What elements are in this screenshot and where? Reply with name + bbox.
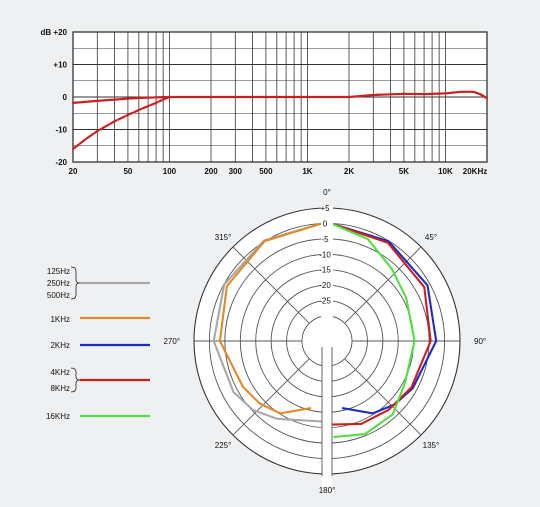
x-tick-label: 500: [259, 167, 273, 176]
y-tick-label: 0: [63, 93, 68, 102]
x-tick-label: 100: [163, 167, 177, 176]
polar-curve: [329, 222, 432, 426]
frequency-response-line: [71, 90, 489, 104]
y-tick-label: dB +20: [41, 28, 68, 37]
angle-label: 315°: [215, 233, 232, 242]
angle-label: 45°: [425, 233, 437, 242]
polar-spoke: [232, 358, 310, 436]
legend-label: 8KHz: [50, 384, 70, 393]
legend-brace: [70, 367, 81, 393]
angle-label: 225°: [215, 441, 232, 450]
x-tick-label: 5K: [399, 167, 409, 176]
polar-curve: [212, 222, 324, 423]
legend-label: 250Hz: [47, 279, 70, 288]
polar-curve: [218, 222, 324, 415]
angle-label: 270°: [163, 337, 180, 346]
scale-band: [321, 206, 333, 332]
angle-label: 90°: [474, 337, 486, 346]
polar-spoke: [344, 358, 422, 436]
y-tick-label: +10: [53, 61, 67, 70]
radial-tick-label: -20: [319, 281, 331, 290]
legend-label: 500Hz: [47, 291, 70, 300]
low-cut-response-line: [71, 95, 171, 151]
radial-tick-label: 0: [323, 219, 328, 228]
legend-label: 1KHz: [50, 315, 70, 324]
x-tick-label: 10K: [438, 167, 453, 176]
y-tick-label: -20: [55, 158, 67, 167]
legend-label: 2KHz: [50, 341, 70, 350]
x-tick-label: 200: [204, 167, 218, 176]
x-tick-label: 50: [123, 167, 132, 176]
lower-gap: [322, 347, 332, 486]
legend-label: 125Hz: [47, 267, 70, 276]
x-tick-label: 20KHz: [463, 167, 487, 176]
legend-brace: [70, 266, 81, 300]
angle-label: 180°: [319, 486, 336, 495]
radial-tick-label: -25: [319, 297, 331, 306]
polar-legend: 125Hz 250Hz 500Hz 1KHz 2KHz 4KHz 8KHz 16KHz: [46, 266, 150, 421]
x-tick-label: 2K: [344, 167, 354, 176]
legend-label: 4KHz: [50, 368, 70, 377]
radial-tick-label: -5: [321, 235, 329, 244]
radial-tick-label: +5: [320, 204, 330, 213]
angle-label: 0°: [323, 188, 331, 197]
x-tick-label: 300: [229, 167, 243, 176]
polar-spoke: [344, 246, 422, 324]
polar-curve: [329, 222, 438, 415]
angle-label: 135°: [423, 441, 440, 450]
x-tick-label: 20: [69, 167, 78, 176]
polar-pattern-chart: 0° 45° 90° 135° 180° 225° 270° 315° +5 0 -5 -10 -15 -…: [163, 188, 486, 495]
x-tick-label: 1K: [302, 167, 312, 176]
legend-label: 16KHz: [46, 412, 70, 421]
radial-tick-label: -10: [319, 250, 331, 259]
polar-curve: [329, 222, 416, 438]
radial-tick-label: -15: [319, 266, 331, 275]
y-tick-label: -10: [55, 126, 67, 135]
